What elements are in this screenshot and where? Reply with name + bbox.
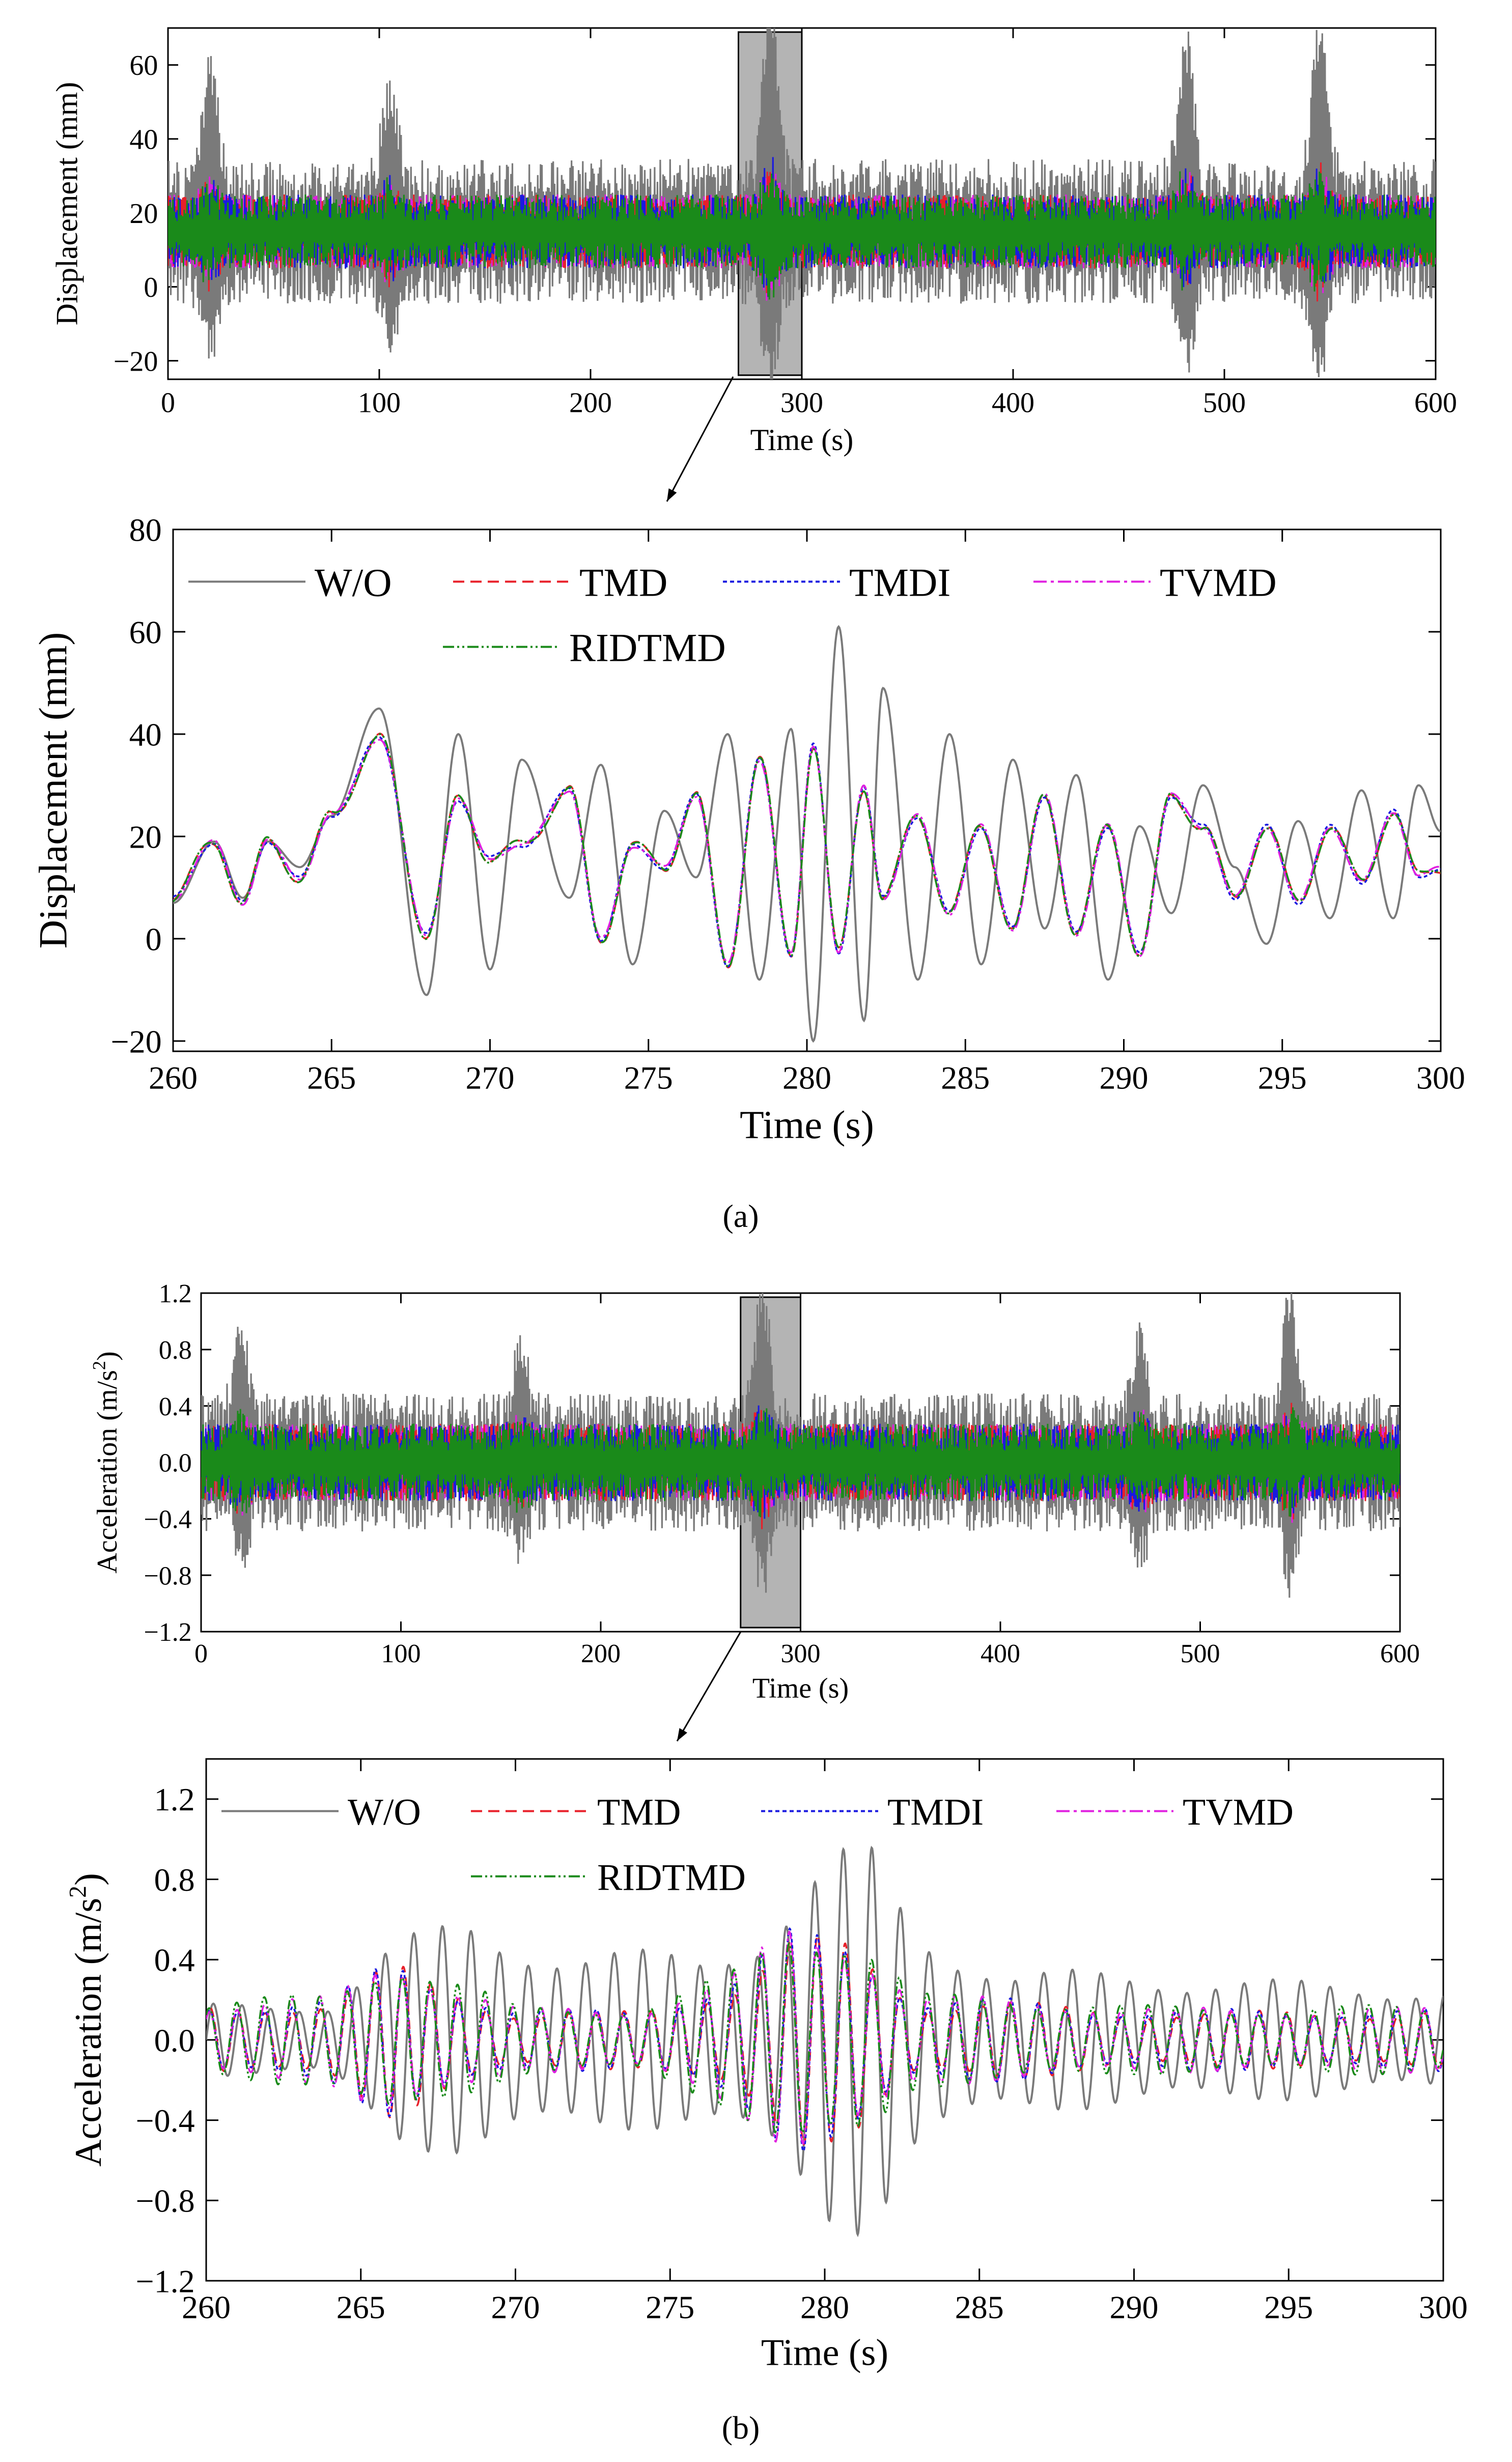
x-tick-label: 500 xyxy=(1181,1639,1220,1668)
x-tick-label: 400 xyxy=(992,387,1034,418)
x-tick-label: 600 xyxy=(1380,1639,1420,1668)
y-tick-label: 80 xyxy=(129,512,162,548)
x-tick-label: 200 xyxy=(569,387,612,418)
legend-label-tvmd: TVMD xyxy=(1160,561,1277,605)
y-tick-label: 1.2 xyxy=(159,1279,192,1308)
y-tick-label: −0.4 xyxy=(136,2103,195,2139)
x-axis-label: Time (s) xyxy=(740,1102,874,1146)
x-tick-label: 100 xyxy=(358,387,401,418)
y-tick-label: −0.8 xyxy=(144,1561,191,1590)
x-tick-label: 0 xyxy=(194,1639,208,1668)
legend-label-tmd: TMD xyxy=(579,561,667,605)
series-ridtmd-line xyxy=(173,733,1441,968)
zoom-arrow-line xyxy=(666,376,734,502)
x-axis-label: Time (s) xyxy=(752,1673,849,1704)
x-tick-label: 275 xyxy=(646,2289,694,2326)
x-tick-label: 100 xyxy=(381,1639,421,1668)
x-tick-label: 300 xyxy=(781,1639,821,1668)
y-tick-label: −1.2 xyxy=(136,2263,195,2299)
y-tick-label: 40 xyxy=(129,124,158,155)
legend-label-tmdi: TMDI xyxy=(887,1792,984,1833)
zoom-arrow-head xyxy=(677,1728,687,1741)
y-tick-label: −0.4 xyxy=(144,1505,191,1534)
zoom-arrow-line xyxy=(676,1631,742,1742)
series-tmd-line xyxy=(173,733,1441,969)
series-ridtmd-line xyxy=(206,1942,1443,2134)
y-tick-label: 1.2 xyxy=(154,1781,195,1817)
y-tick-label: 20 xyxy=(129,819,162,855)
series-tmdi-line xyxy=(201,1405,1400,1519)
x-tick-label: 200 xyxy=(581,1639,621,1668)
x-axis-label: Time (s) xyxy=(750,423,854,457)
x-tick-label: 300 xyxy=(780,387,823,418)
series-tvmd-line xyxy=(173,739,1441,964)
legend-label-ridtmd: RIDTMD xyxy=(597,1857,746,1898)
y-tick-label: 0.8 xyxy=(159,1336,192,1365)
x-tick-label: 285 xyxy=(955,2289,1004,2326)
y-tick-label: 0.8 xyxy=(154,1862,195,1898)
x-tick-label: 500 xyxy=(1203,387,1246,418)
x-tick-label: 265 xyxy=(307,1060,356,1096)
series-tmdi-line xyxy=(173,736,1441,968)
x-tick-label: 290 xyxy=(1100,1060,1149,1096)
x-tick-label: 400 xyxy=(981,1639,1020,1668)
series-ridtmd-line xyxy=(168,171,1436,300)
y-tick-label: 20 xyxy=(129,198,158,230)
y-tick-label: −1.2 xyxy=(144,1618,191,1647)
legend-label-tmd: TMD xyxy=(597,1792,681,1833)
y-tick-label: 40 xyxy=(129,716,162,752)
displacement-zoom-chart: 260 265 270 275 280 285 290 295 300 −20 0 20 40 60 80 T… xyxy=(31,512,1465,1146)
x-tick-label: 600 xyxy=(1414,387,1457,418)
y-tick-label: 0.0 xyxy=(159,1449,192,1478)
x-tick-label: 270 xyxy=(466,1060,515,1096)
x-tick-label: 295 xyxy=(1258,1060,1307,1096)
x-tick-label: 275 xyxy=(624,1060,673,1096)
zoom-arrows xyxy=(666,376,742,1742)
y-axis-label: Displacement (mm) xyxy=(31,632,75,949)
y-tick-label: −0.8 xyxy=(136,2183,195,2219)
series-wo-line xyxy=(168,28,1436,379)
series-ridtmd-line xyxy=(201,1407,1400,1518)
x-tick-label: 290 xyxy=(1110,2289,1159,2326)
x-tick-label: 300 xyxy=(1419,2289,1468,2326)
y-tick-label: 60 xyxy=(129,614,162,650)
acceleration-zoom-chart: 260 265 270 275 280 285 290 295 300 −1.2 −0.8 −0.4 0… xyxy=(64,1758,1468,2374)
legend-label-ridtmd: RIDTMD xyxy=(569,626,726,670)
x-tick-label: 285 xyxy=(941,1060,990,1096)
x-tick-label: 300 xyxy=(1416,1060,1465,1096)
y-axis-label: Acceleration (m/s2) xyxy=(89,1351,123,1573)
y-tick-label: 60 xyxy=(129,50,158,81)
legend-label-wo: W/O xyxy=(315,561,392,605)
acceleration-full-chart: 0 100 200 300 400 500 600 −1.2 −0.8 −0.4 0.0 0.4 0.8… xyxy=(89,1279,1420,1704)
series-wo-line xyxy=(173,625,1441,1043)
legend-label-tmdi: TMDI xyxy=(849,561,950,605)
y-tick-label: −20 xyxy=(111,1023,162,1059)
y-tick-label: 0.4 xyxy=(154,1942,195,1978)
y-tick-label: 0 xyxy=(144,272,158,303)
x-tick-label: 280 xyxy=(800,2289,849,2326)
y-axis-label: Acceleration (m/s2) xyxy=(64,1873,109,2167)
y-tick-label: 0.0 xyxy=(154,2022,195,2058)
y-tick-label: 0 xyxy=(146,921,162,957)
caption-b: (b) xyxy=(722,2410,760,2446)
y-tick-label: 0.4 xyxy=(159,1392,192,1421)
caption-a: (a) xyxy=(722,1198,759,1234)
x-tick-label: 260 xyxy=(149,1060,198,1096)
legend-label-wo: W/O xyxy=(348,1792,421,1833)
x-axis-label: Time (s) xyxy=(761,2332,888,2374)
x-tick-label: 260 xyxy=(182,2289,231,2326)
zoom-arrow-head xyxy=(667,488,677,501)
x-tick-label: 295 xyxy=(1264,2289,1313,2326)
y-tick-label: −20 xyxy=(114,346,158,377)
x-tick-label: 265 xyxy=(337,2289,385,2326)
x-tick-label: 270 xyxy=(491,2289,540,2326)
y-axis-label: Displacement (mm) xyxy=(50,82,83,325)
x-tick-label: 280 xyxy=(782,1060,831,1096)
series-wo-line xyxy=(201,1293,1400,1598)
legend-label-tvmd: TVMD xyxy=(1183,1792,1294,1833)
x-tick-label: 0 xyxy=(161,387,175,418)
